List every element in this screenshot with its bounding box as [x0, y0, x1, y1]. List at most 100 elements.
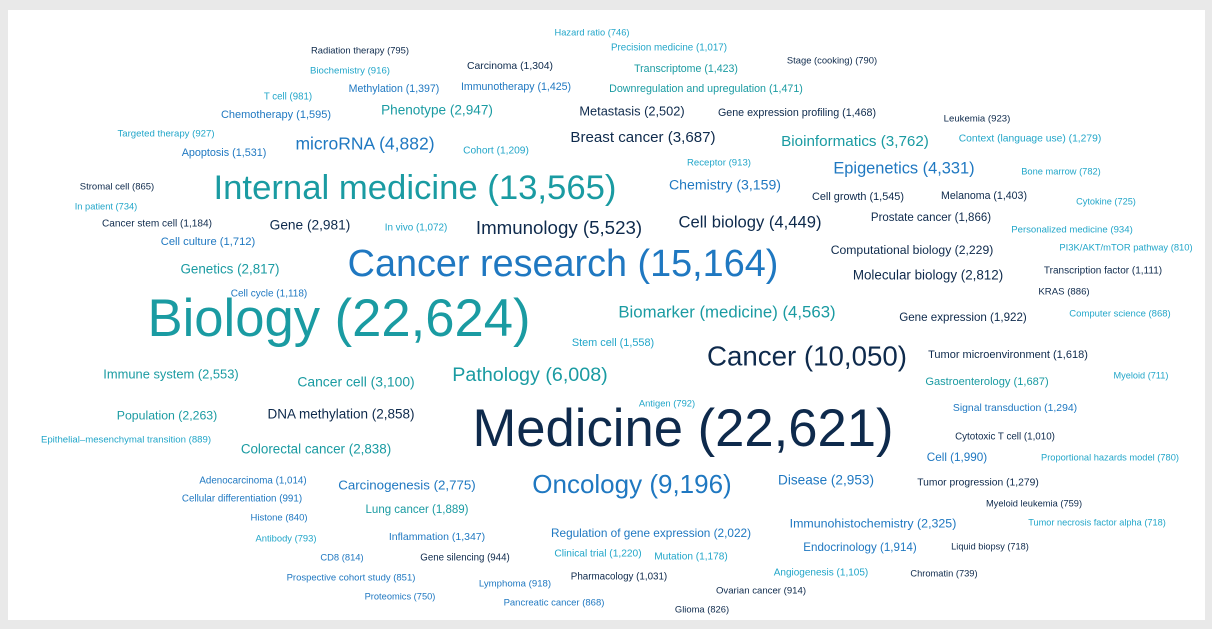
word: Bone marrow (782) — [1021, 166, 1101, 176]
word: Oncology (9,196) — [532, 469, 731, 499]
word: Phenotype (2,947) — [381, 103, 493, 118]
word: Cytokine (725) — [1076, 196, 1136, 206]
word: PI3K/AKT/mTOR pathway (810) — [1059, 241, 1192, 252]
word: Medicine (22,621) — [473, 399, 894, 458]
word: Tumor microenvironment (1,618) — [928, 349, 1088, 361]
word: Leukemia (923) — [944, 114, 1011, 125]
word: Cancer stem cell (1,184) — [102, 219, 212, 230]
word: Stromal cell (865) — [80, 182, 154, 193]
word: Carcinogenesis (2,775) — [338, 478, 475, 493]
word: Molecular biology (2,812) — [853, 268, 1003, 283]
word: Precision medicine (1,017) — [611, 43, 727, 54]
word: Apoptosis (1,531) — [182, 147, 267, 159]
word: Chemotherapy (1,595) — [221, 109, 331, 121]
word: Epithelial–mesenchymal transition (889) — [41, 435, 211, 446]
word: Cell growth (1,545) — [812, 191, 904, 203]
word: Myeloid leukemia (759) — [986, 498, 1082, 508]
word: Lung cancer (1,889) — [366, 504, 469, 516]
word: Pharmacology (1,031) — [571, 572, 667, 583]
word: Regulation of gene expression (2,022) — [551, 526, 751, 540]
word: Tumor progression (1,279) — [917, 478, 1039, 489]
word: Gene expression profiling (1,468) — [718, 107, 876, 119]
word: Biomarker (medicine) (4,563) — [618, 302, 835, 321]
word: Stem cell (1,558) — [572, 337, 654, 349]
word: Gene silencing (944) — [420, 553, 509, 564]
word: Clinical trial (1,220) — [554, 549, 641, 560]
word: Tumor necrosis factor alpha (718) — [1028, 517, 1166, 527]
word: Cytotoxic T cell (1,010) — [955, 432, 1055, 443]
word: Pancreatic cancer (868) — [504, 598, 605, 609]
word: Disease (2,953) — [778, 473, 874, 488]
word: Antigen (792) — [639, 397, 695, 408]
word: Cancer (10,050) — [707, 340, 907, 371]
word: Computer science (868) — [1069, 309, 1170, 320]
word: Bioinformatics (3,762) — [781, 133, 929, 150]
word: Myeloid (711) — [1114, 370, 1169, 380]
word: Radiation therapy (795) — [311, 44, 409, 55]
word: Colorectal cancer (2,838) — [241, 442, 391, 457]
word-cloud-panel — [8, 10, 1205, 620]
word: Glioma (826) — [675, 603, 729, 614]
word: Cell (1,990) — [927, 451, 988, 464]
word: Endocrinology (1,914) — [803, 541, 917, 554]
word: Receptor (913) — [687, 158, 751, 169]
word: Histone (840) — [250, 513, 307, 524]
word: Transcription factor (1,111) — [1044, 266, 1162, 277]
word: Cohort (1,209) — [463, 146, 529, 157]
word: Biochemistry (916) — [310, 66, 390, 77]
word: Antibody (793) — [256, 532, 317, 543]
word: Population (2,263) — [117, 408, 218, 422]
word: Chemistry (3,159) — [669, 177, 781, 193]
word: T cell (981) — [264, 92, 312, 103]
word: Cancer research (15,164) — [348, 243, 779, 285]
word: Prospective cohort study (851) — [287, 573, 416, 584]
word: Mutation (1,178) — [654, 552, 728, 563]
word: Cell culture (1,712) — [161, 236, 256, 248]
word: Adenocarcinoma (1,014) — [199, 476, 306, 487]
word: Transcriptome (1,423) — [634, 63, 738, 75]
word: Immunotherapy (1,425) — [461, 81, 571, 93]
word: Carcinoma (1,304) — [467, 61, 553, 72]
word: In patient (734) — [75, 201, 138, 211]
word: DNA methylation (2,858) — [267, 407, 414, 422]
word: Immunology (5,523) — [476, 217, 642, 238]
word: Stage (cooking) (790) — [787, 54, 877, 65]
word: KRAS (886) — [1038, 287, 1089, 298]
word: Methylation (1,397) — [349, 83, 440, 95]
word: Personalized medicine (934) — [1011, 225, 1133, 236]
word: Downregulation and upregulation (1,471) — [609, 83, 803, 95]
word: Cellular differentiation (991) — [182, 494, 302, 505]
word: In vivo (1,072) — [385, 223, 448, 234]
word: Cancer cell (3,100) — [297, 374, 414, 390]
word: Angiogenesis (1,105) — [774, 568, 869, 579]
word: Biology (22,624) — [148, 289, 531, 348]
word: Prostate cancer (1,866) — [871, 212, 991, 224]
word: Lymphoma (918) — [479, 579, 551, 590]
word: Cell biology (4,449) — [679, 212, 822, 231]
word: Ovarian cancer (914) — [716, 586, 806, 597]
word: Signal transduction (1,294) — [953, 403, 1077, 414]
word: Epigenetics (4,331) — [833, 159, 974, 177]
word: Proportional hazards model (780) — [1041, 452, 1179, 462]
word: Context (language use) (1,279) — [959, 134, 1102, 145]
word: Gene (2,981) — [270, 218, 351, 233]
word: Gastroenterology (1,687) — [925, 376, 1048, 388]
word: Metastasis (2,502) — [579, 103, 684, 118]
word: Immunohistochemistry (2,325) — [790, 516, 957, 530]
word: Targeted therapy (927) — [117, 129, 214, 140]
word: Hazard ratio (746) — [555, 27, 630, 37]
word: Melanoma (1,403) — [941, 190, 1027, 202]
word: Inflammation (1,347) — [389, 531, 485, 543]
word: Liquid biopsy (718) — [951, 541, 1029, 551]
word: Chromatin (739) — [910, 568, 977, 578]
word: Genetics (2,817) — [181, 262, 280, 277]
word: Immune system (2,553) — [103, 366, 238, 381]
word: Gene expression (1,922) — [899, 311, 1027, 324]
word: Proteomics (750) — [365, 591, 436, 601]
word: Breast cancer (3,687) — [570, 129, 715, 146]
word: microRNA (4,882) — [295, 134, 434, 154]
word: Computational biology (2,229) — [831, 243, 994, 257]
word: Pathology (6,008) — [452, 364, 607, 386]
word: CD8 (814) — [320, 551, 363, 562]
